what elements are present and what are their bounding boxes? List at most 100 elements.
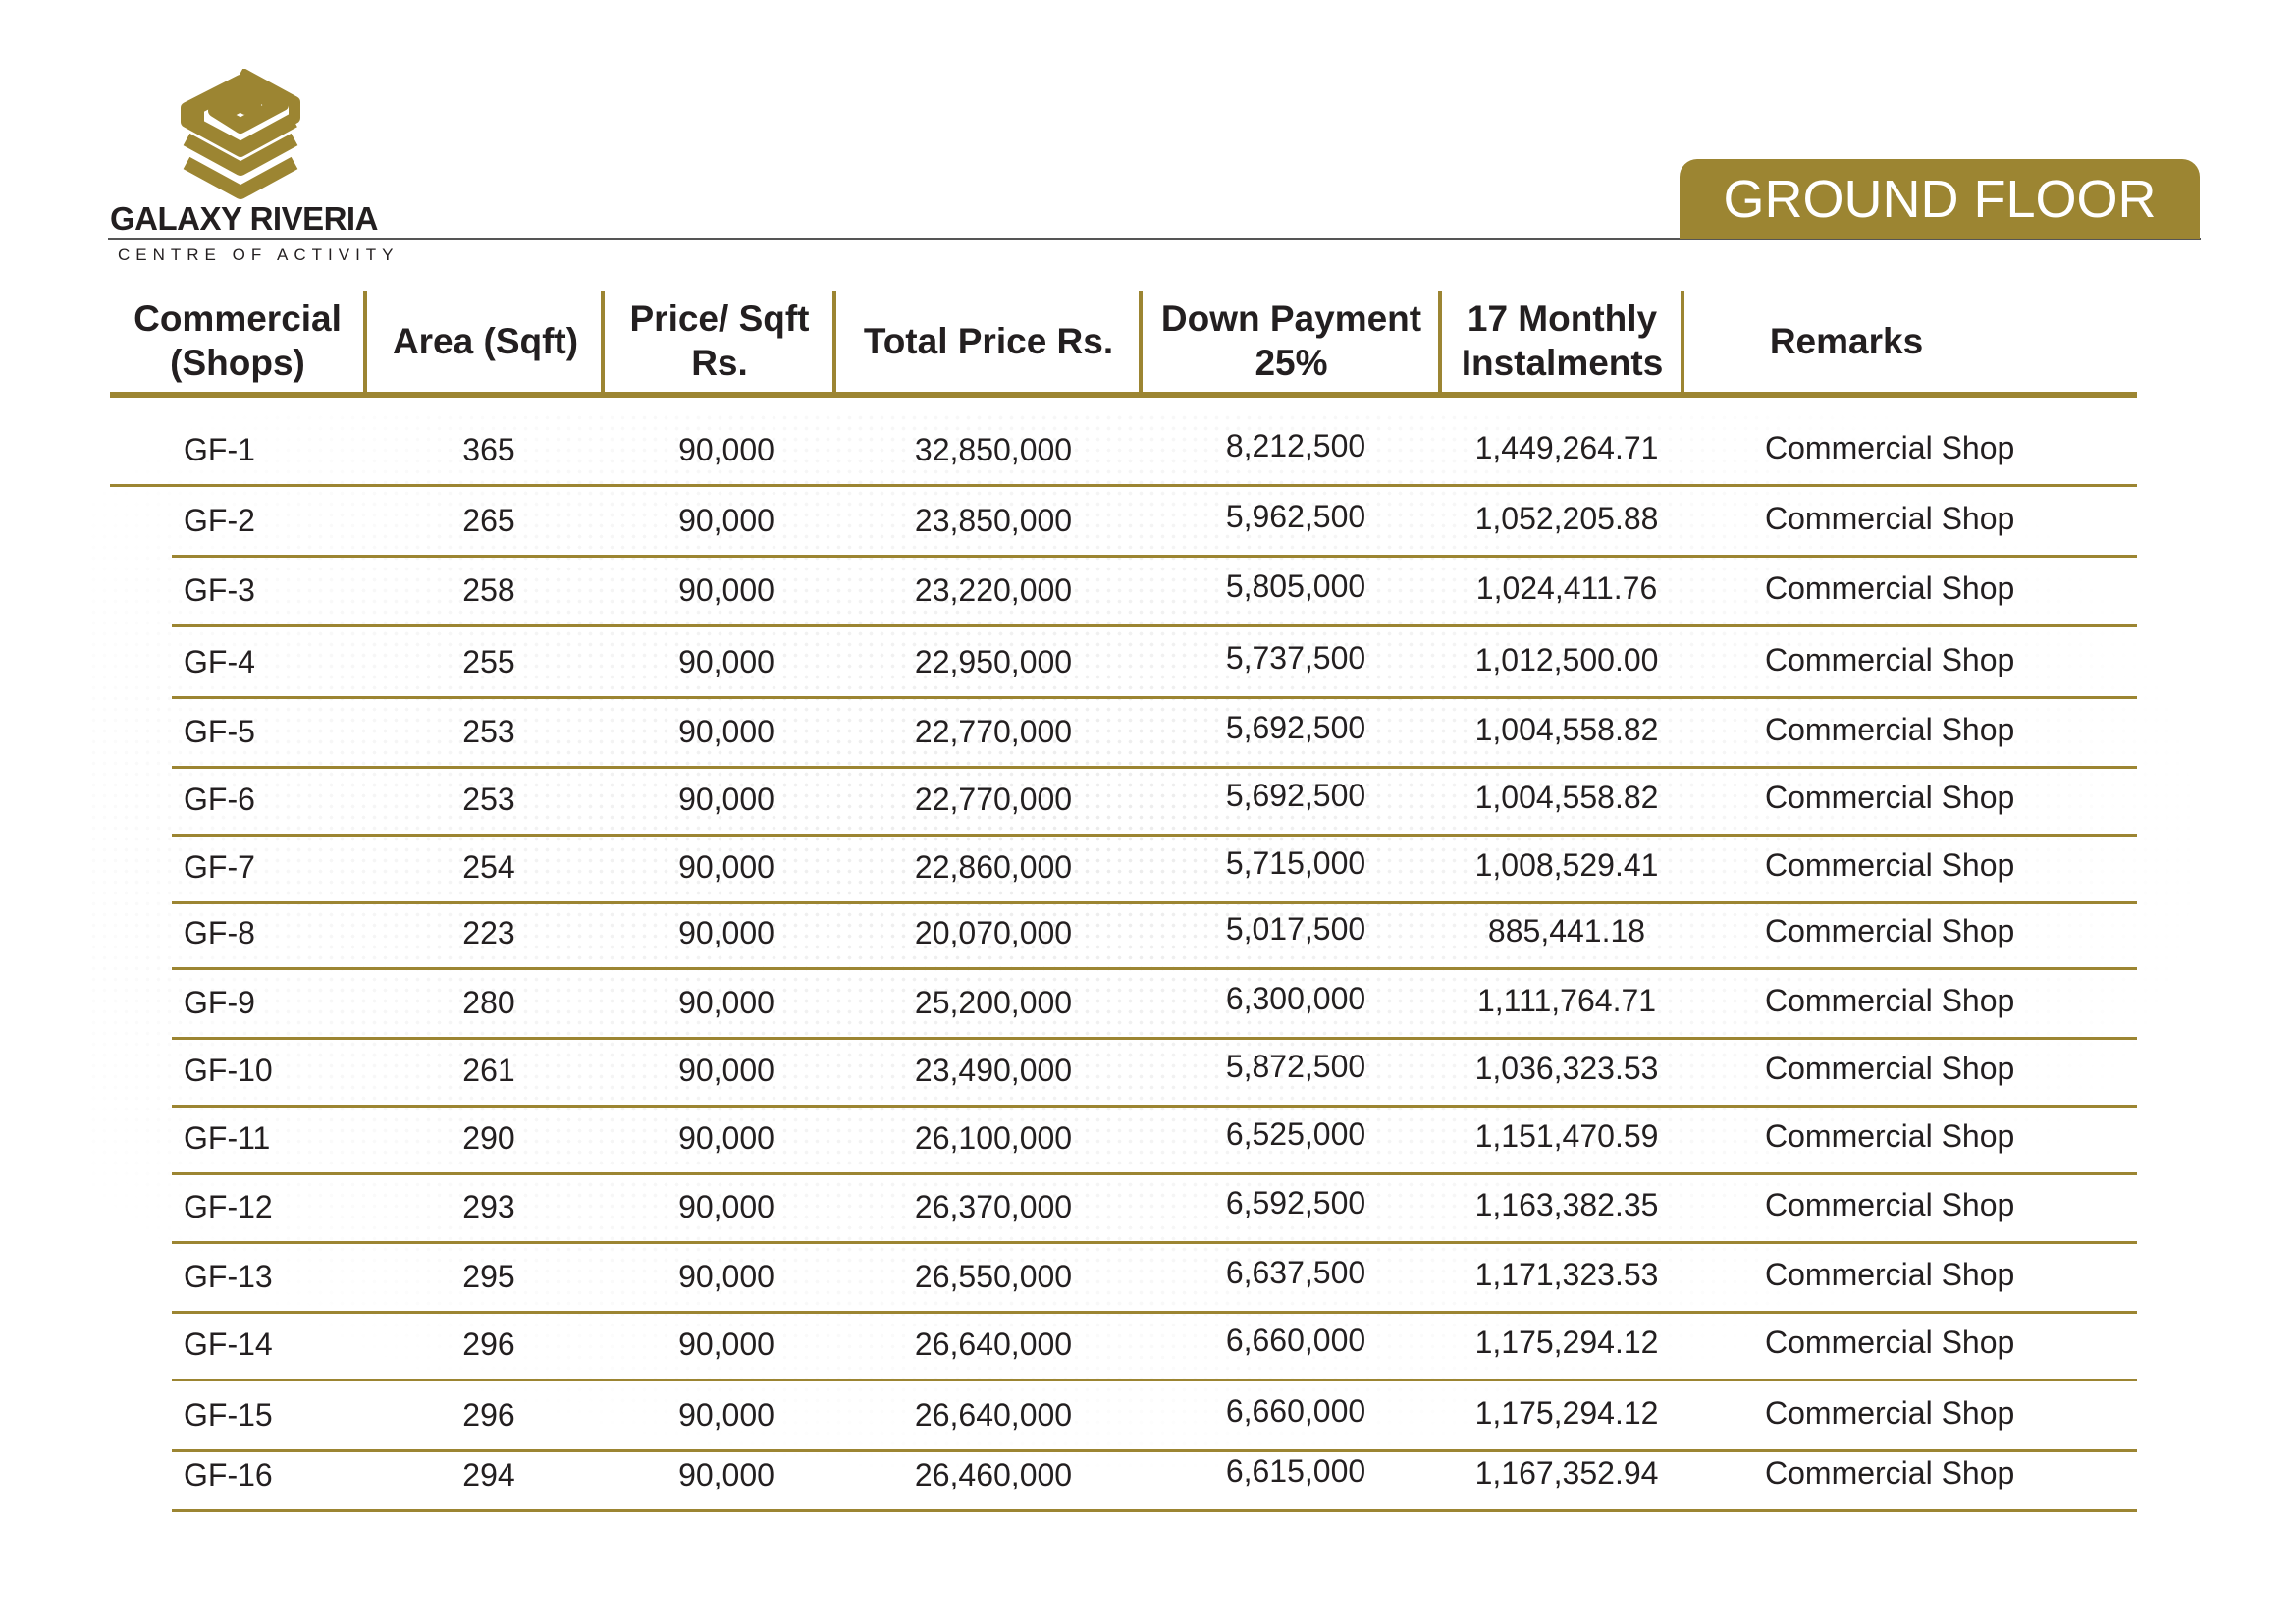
table-row: GF-5 253 90,000 22,770,000 5,692,500 1,004,55… xyxy=(0,700,2296,769)
header-instalments: 17 Monthly Instalments xyxy=(1461,298,1664,383)
cell-area: 365 xyxy=(462,432,515,467)
cell-total-price: 22,770,000 xyxy=(914,714,1073,749)
brand-name: GALAXY RIVERIA xyxy=(110,200,378,237)
cell-total-price: 23,850,000 xyxy=(914,503,1073,538)
cell-price-per-sqft: 90,000 xyxy=(678,1397,774,1433)
cell-total-price: 25,200,000 xyxy=(914,985,1073,1020)
cell-remarks: Commercial Shop xyxy=(1765,642,2015,677)
table-row: GF-8 223 90,000 20,070,000 5,017,500 885,441.… xyxy=(0,901,2296,970)
table-row: GF-15 296 90,000 26,640,000 6,660,000 1,175,2… xyxy=(0,1383,2296,1452)
cell-remarks: Commercial Shop xyxy=(1765,1051,2015,1086)
cell-shop-id: GF-3 xyxy=(184,572,255,608)
cell-monthly-instalment: 1,004,558.82 xyxy=(1474,712,1659,747)
cell-monthly-instalment: 1,175,294.12 xyxy=(1474,1395,1659,1431)
cell-remarks: Commercial Shop xyxy=(1765,1118,2015,1154)
cell-remarks: Commercial Shop xyxy=(1765,570,2015,606)
column-divider xyxy=(832,291,836,395)
cell-down-payment: 5,737,500 xyxy=(1225,640,1366,676)
cell-down-payment: 5,017,500 xyxy=(1225,911,1366,947)
cell-down-payment: 5,715,000 xyxy=(1225,845,1366,881)
cell-area: 296 xyxy=(462,1326,515,1362)
cell-total-price: 26,460,000 xyxy=(914,1457,1073,1492)
cell-price-per-sqft: 90,000 xyxy=(678,915,774,950)
cell-remarks: Commercial Shop xyxy=(1765,712,2015,747)
header-price-sqft: Price/ Sqft Rs. xyxy=(629,298,810,383)
cell-remarks: Commercial Shop xyxy=(1765,847,2015,883)
header-area: Area (Sqft) xyxy=(392,320,579,361)
row-divider xyxy=(172,1449,2137,1452)
cell-shop-id: GF-2 xyxy=(184,503,255,538)
cell-remarks: Commercial Shop xyxy=(1765,501,2015,536)
cell-price-per-sqft: 90,000 xyxy=(678,1457,774,1492)
cell-shop-id: GF-7 xyxy=(184,849,255,885)
cell-area: 265 xyxy=(462,503,515,538)
row-divider xyxy=(172,1037,2137,1040)
cell-monthly-instalment: 1,012,500.00 xyxy=(1474,642,1659,677)
table-row: GF-6 253 90,000 22,770,000 5,692,500 1,004,55… xyxy=(0,768,2296,837)
row-divider xyxy=(172,1241,2137,1244)
row-divider xyxy=(172,901,2137,904)
cell-total-price: 26,640,000 xyxy=(914,1397,1073,1433)
cell-down-payment: 6,660,000 xyxy=(1225,1393,1366,1429)
cell-total-price: 20,070,000 xyxy=(914,915,1073,950)
cell-down-payment: 5,692,500 xyxy=(1225,778,1366,813)
cell-shop-id: GF-4 xyxy=(184,644,255,679)
cell-total-price: 26,100,000 xyxy=(914,1120,1073,1156)
table-row: GF-12 293 90,000 26,370,000 6,592,500 1,163,3… xyxy=(0,1175,2296,1244)
table-row: GF-10 261 90,000 23,490,000 5,872,500 1,036,3… xyxy=(0,1039,2296,1108)
cell-monthly-instalment: 1,151,470.59 xyxy=(1474,1118,1659,1154)
cell-price-per-sqft: 90,000 xyxy=(678,432,774,467)
cell-area: 253 xyxy=(462,714,515,749)
cell-down-payment: 5,962,500 xyxy=(1225,499,1366,534)
cell-down-payment: 6,525,000 xyxy=(1225,1116,1366,1152)
cell-total-price: 22,860,000 xyxy=(914,849,1073,885)
cell-down-payment: 8,212,500 xyxy=(1225,428,1366,463)
cell-monthly-instalment: 1,167,352.94 xyxy=(1474,1455,1659,1490)
cell-remarks: Commercial Shop xyxy=(1765,1455,2015,1490)
cell-area: 253 xyxy=(462,782,515,817)
table-row: GF-9 280 90,000 25,200,000 6,300,000 1,111,76… xyxy=(0,971,2296,1040)
cell-monthly-instalment: 885,441.18 xyxy=(1487,913,1646,948)
logo-emblem-icon xyxy=(181,69,300,199)
cell-shop-id: GF-9 xyxy=(184,985,255,1020)
cell-price-per-sqft: 90,000 xyxy=(678,1189,774,1224)
table-row: GF-13 295 90,000 26,550,000 6,637,500 1,171,3… xyxy=(0,1245,2296,1314)
cell-total-price: 22,770,000 xyxy=(914,782,1073,817)
column-divider xyxy=(1438,291,1442,395)
cell-shop-id: GF-8 xyxy=(184,915,255,950)
cell-price-per-sqft: 90,000 xyxy=(678,644,774,679)
cell-area: 255 xyxy=(462,644,515,679)
cell-shop-id: GF-16 xyxy=(184,1457,273,1492)
cell-down-payment: 5,692,500 xyxy=(1225,710,1366,745)
cell-remarks: Commercial Shop xyxy=(1765,1395,2015,1431)
cell-price-per-sqft: 90,000 xyxy=(678,1120,774,1156)
brand-tagline: CENTRE OF ACTIVITY xyxy=(118,245,400,264)
cell-area: 293 xyxy=(462,1189,515,1224)
cell-price-per-sqft: 90,000 xyxy=(678,572,774,608)
cell-price-per-sqft: 90,000 xyxy=(678,503,774,538)
header-divider xyxy=(108,238,2201,240)
row-divider xyxy=(172,1379,2137,1381)
cell-remarks: Commercial Shop xyxy=(1765,1187,2015,1222)
cell-area: 296 xyxy=(462,1397,515,1433)
cell-down-payment: 5,805,000 xyxy=(1225,568,1366,604)
cell-price-per-sqft: 90,000 xyxy=(678,1053,774,1088)
cell-down-payment: 5,872,500 xyxy=(1225,1049,1366,1084)
cell-total-price: 23,220,000 xyxy=(914,572,1073,608)
cell-remarks: Commercial Shop xyxy=(1765,1257,2015,1292)
header-total-price: Total Price Rs. xyxy=(863,320,1114,361)
header-shops: Commercial (Shops) xyxy=(133,298,342,383)
header-down-payment: Down Payment 25% xyxy=(1160,298,1422,383)
row-divider xyxy=(172,624,2137,627)
cell-remarks: Commercial Shop xyxy=(1765,780,2015,815)
column-divider xyxy=(1681,291,1684,395)
cell-area: 295 xyxy=(462,1259,515,1294)
cell-monthly-instalment: 1,008,529.41 xyxy=(1474,847,1659,883)
cell-area: 254 xyxy=(462,849,515,885)
cell-shop-id: GF-6 xyxy=(184,782,255,817)
cell-area: 294 xyxy=(462,1457,515,1492)
cell-shop-id: GF-5 xyxy=(184,714,255,749)
cell-shop-id: GF-12 xyxy=(184,1189,273,1224)
row-divider xyxy=(172,1509,2137,1512)
cell-monthly-instalment: 1,163,382.35 xyxy=(1474,1187,1659,1222)
